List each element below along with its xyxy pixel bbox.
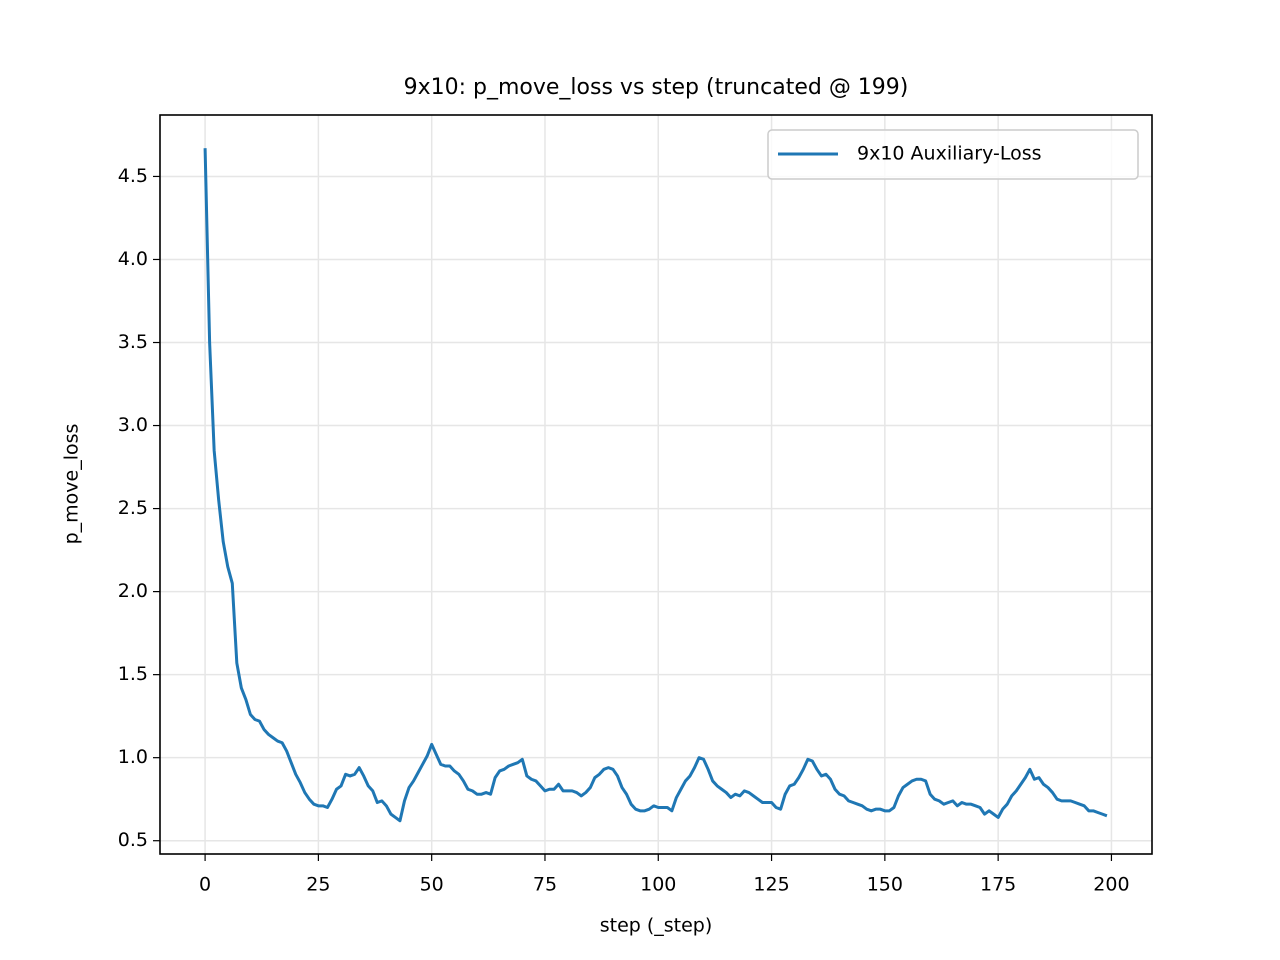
y-tick-label: 3.5 bbox=[118, 331, 148, 353]
legend-box bbox=[767, 129, 1139, 180]
y-tick-label: 1.0 bbox=[118, 746, 148, 768]
chart-title: 9x10: p_move_loss vs step (truncated @ 1… bbox=[404, 75, 909, 100]
x-tick-label: 100 bbox=[640, 874, 676, 896]
x-tick-label: 200 bbox=[1093, 874, 1129, 896]
y-tick-label: 3.0 bbox=[118, 414, 148, 436]
y-tick-label: 2.5 bbox=[118, 497, 148, 519]
legend-label: 9x10 Auxiliary-Loss bbox=[857, 143, 1042, 165]
y-axis-label: p_move_loss bbox=[61, 424, 83, 545]
y-tick-label: 4.5 bbox=[118, 165, 148, 187]
y-tick-label: 4.0 bbox=[118, 248, 148, 270]
x-tick-label: 75 bbox=[533, 874, 557, 896]
x-tick-label: 175 bbox=[980, 874, 1016, 896]
x-tick-label: 0 bbox=[199, 874, 211, 896]
x-tick-label: 50 bbox=[420, 874, 444, 896]
x-tick-label: 125 bbox=[753, 874, 789, 896]
data-line bbox=[203, 148, 1108, 823]
y-tick-label: 1.5 bbox=[118, 663, 148, 685]
x-tick-label: 25 bbox=[306, 874, 330, 896]
y-tick-label: 2.0 bbox=[118, 580, 148, 602]
x-axis-label: step (_step) bbox=[600, 915, 713, 937]
x-tick-label: 150 bbox=[867, 874, 903, 896]
y-tick-label: 0.5 bbox=[118, 829, 148, 851]
plot-frame bbox=[159, 114, 1153, 855]
